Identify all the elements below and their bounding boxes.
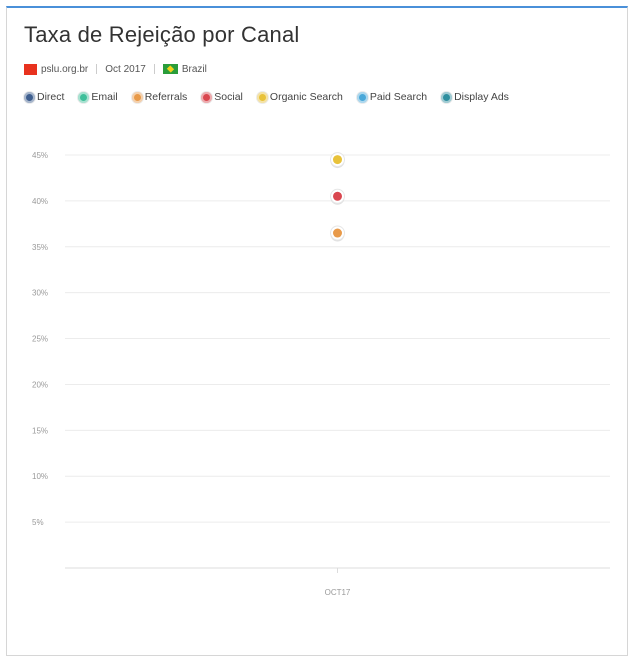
legend-item-email[interactable]: Email (78, 90, 118, 104)
y-tick-label: 40% (32, 197, 48, 206)
chart-card (6, 6, 628, 656)
meta-separator (96, 64, 98, 74)
chart-title: Taxa de Rejeição por Canal (24, 22, 300, 47)
legend-label: Social (214, 91, 243, 103)
brazil-flag-icon (162, 64, 178, 74)
y-tick-label: 45% (32, 151, 48, 160)
legend-item-referrals[interactable]: Referrals (131, 90, 188, 104)
y-tick-label: 35% (32, 243, 48, 252)
data-point-referrals[interactable] (330, 225, 345, 242)
y-tick-label: 5% (32, 518, 44, 527)
site-logo-icon (24, 63, 37, 75)
x-tick-label: OCT17 (325, 588, 351, 597)
legend-label: Direct (37, 91, 65, 103)
meta-separator (153, 64, 155, 74)
legend-item-display-ads[interactable]: Display Ads (441, 90, 509, 104)
y-tick-label: 25% (32, 335, 48, 344)
legend-label: Email (91, 91, 118, 103)
country-label: Brazil (181, 63, 207, 75)
legend-item-direct[interactable]: Direct (24, 90, 64, 104)
y-tick-label: 15% (32, 426, 48, 435)
legend-label: Referrals (144, 91, 188, 103)
legend-dot-icon (78, 91, 90, 103)
y-tick-label: 20% (32, 380, 48, 389)
chart-legend: Direct Email Referrals Social Organic Search… (24, 90, 584, 104)
legend-dot-icon (441, 91, 453, 103)
legend-item-organic-search[interactable]: Organic Search (256, 90, 343, 104)
chart-meta: pslu.org.br Oct 2017 Brazil (24, 62, 207, 76)
legend-label: Display Ads (454, 91, 509, 103)
legend-dot-icon (201, 91, 213, 103)
data-point-social[interactable] (330, 188, 345, 205)
site-name: pslu.org.br (41, 63, 89, 75)
legend-item-paid-search[interactable]: Paid Search (356, 90, 428, 104)
legend-dot-icon (131, 91, 143, 103)
legend-dot-icon (24, 91, 35, 103)
y-tick-label: 30% (32, 289, 48, 298)
legend-label: Organic Search (269, 91, 343, 103)
period-label: Oct 2017 (105, 63, 146, 75)
legend-dot-icon (256, 91, 268, 103)
legend-item-social[interactable]: Social (201, 90, 243, 104)
y-tick-label: 10% (32, 472, 48, 481)
legend-dot-icon (356, 91, 368, 103)
data-point-organic-search[interactable] (330, 152, 345, 169)
legend-label: Paid Search (369, 91, 428, 103)
